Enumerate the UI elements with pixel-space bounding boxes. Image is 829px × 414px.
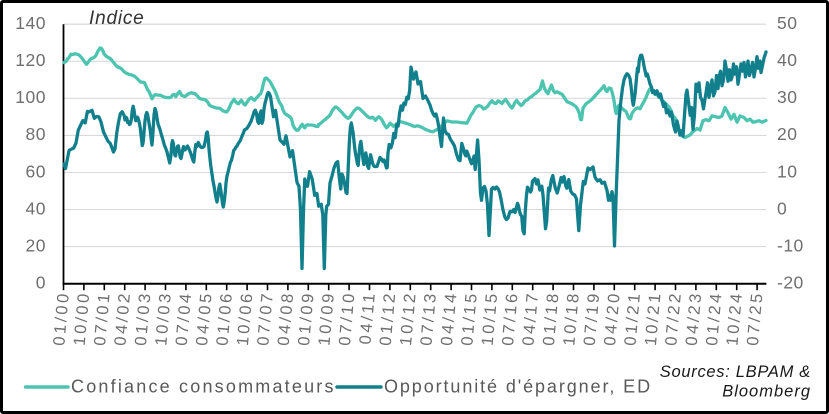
- svg-text:Confiance consommateurs: Confiance consommateurs: [71, 377, 336, 397]
- svg-text:80: 80: [26, 124, 46, 144]
- svg-text:07/22: 07/22: [662, 290, 685, 346]
- svg-text:04/17: 04/17: [519, 290, 542, 346]
- svg-text:100: 100: [15, 87, 46, 107]
- svg-text:04/02: 04/02: [111, 290, 134, 346]
- svg-text:Indice: Indice: [89, 8, 145, 29]
- svg-text:10/18: 10/18: [560, 290, 583, 346]
- svg-text:10/06: 10/06: [234, 290, 257, 346]
- svg-text:07/10: 07/10: [336, 290, 359, 346]
- svg-text:01/18: 01/18: [540, 290, 563, 346]
- svg-text:60: 60: [26, 161, 46, 181]
- svg-text:10/24: 10/24: [723, 290, 746, 346]
- svg-text:07/04: 07/04: [173, 290, 196, 346]
- svg-text:0: 0: [36, 273, 46, 293]
- svg-text:04/20: 04/20: [601, 290, 624, 346]
- svg-text:07/16: 07/16: [499, 290, 522, 346]
- svg-text:07/19: 07/19: [581, 290, 604, 346]
- svg-text:10/09: 10/09: [315, 290, 338, 346]
- svg-text:20: 20: [777, 124, 797, 144]
- svg-text:07/07: 07/07: [254, 290, 277, 346]
- svg-text:01/15: 01/15: [458, 290, 481, 346]
- svg-text:10/21: 10/21: [642, 290, 665, 346]
- svg-text:01/00: 01/00: [50, 290, 73, 346]
- svg-text:01/12: 01/12: [377, 290, 400, 346]
- svg-text:01/09: 01/09: [295, 290, 318, 346]
- svg-text:04/11: 04/11: [356, 290, 379, 345]
- svg-text:40: 40: [777, 50, 797, 70]
- svg-text:140: 140: [15, 13, 46, 33]
- svg-text:Bloomberg: Bloomberg: [722, 383, 811, 401]
- svg-text:07/13: 07/13: [417, 290, 440, 346]
- svg-text:01/24: 01/24: [703, 290, 726, 346]
- svg-text:20: 20: [26, 235, 46, 255]
- svg-text:-20: -20: [777, 273, 804, 293]
- svg-text:Sources: LBPAM &: Sources: LBPAM &: [660, 363, 811, 381]
- svg-text:Opportunité d'épargner, ED: Opportunité d'épargner, ED: [384, 377, 652, 397]
- svg-text:120: 120: [15, 50, 46, 70]
- svg-text:04/23: 04/23: [683, 290, 706, 346]
- svg-text:04/05: 04/05: [193, 290, 216, 346]
- svg-text:10/00: 10/00: [71, 290, 94, 346]
- svg-text:-10: -10: [777, 235, 804, 255]
- svg-text:10/12: 10/12: [397, 290, 420, 346]
- svg-text:01/03: 01/03: [132, 290, 155, 346]
- svg-text:04/08: 04/08: [275, 290, 298, 346]
- svg-text:07/01: 07/01: [91, 290, 114, 346]
- svg-text:10/15: 10/15: [479, 290, 502, 346]
- svg-text:30: 30: [777, 87, 797, 107]
- svg-text:0: 0: [777, 198, 787, 218]
- svg-text:40: 40: [26, 198, 46, 218]
- svg-text:10: 10: [777, 161, 797, 181]
- svg-text:04/14: 04/14: [438, 290, 461, 346]
- svg-text:10/03: 10/03: [152, 290, 175, 346]
- svg-text:50: 50: [777, 13, 797, 33]
- svg-text:07/25: 07/25: [744, 290, 767, 346]
- svg-text:01/06: 01/06: [213, 290, 236, 346]
- svg-text:01/21: 01/21: [621, 290, 644, 346]
